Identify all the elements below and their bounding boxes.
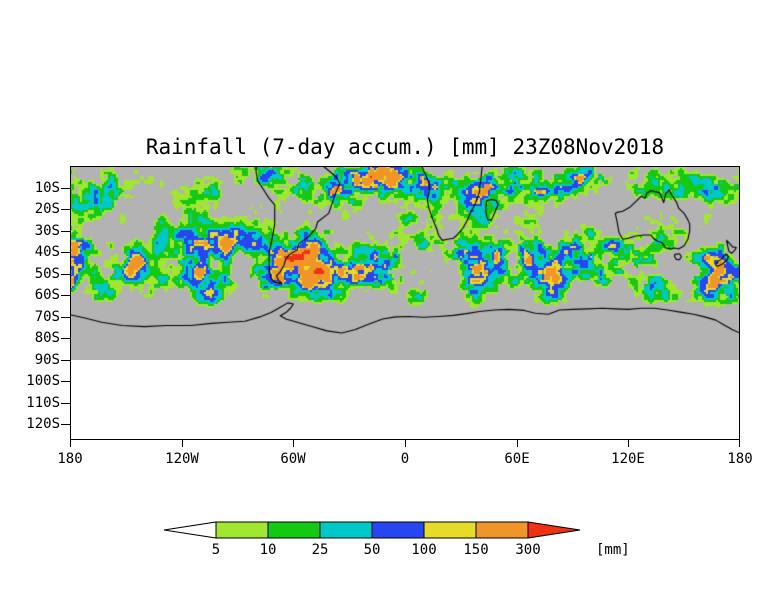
- colorbar-segment: [215, 521, 269, 539]
- colorbar-right-arrow: [527, 521, 581, 539]
- y-tick-label: 20S: [34, 201, 60, 217]
- x-axis-tick: [628, 440, 629, 447]
- colorbar-tick-label: 25: [312, 542, 329, 558]
- y-axis-tick: [61, 381, 70, 382]
- colorbar-segment: [475, 521, 529, 539]
- y-tick-label: 110S: [26, 395, 60, 411]
- colorbar-tick-label: 5: [212, 542, 220, 558]
- colorbar-tick-label: 150: [463, 542, 488, 558]
- x-axis-tick: [70, 440, 71, 447]
- colorbar: 5 10 25 50 100 150 300 [mm]: [163, 521, 630, 558]
- y-axis-tick: [61, 360, 70, 361]
- y-tick-label: 50S: [34, 266, 60, 282]
- x-axis-tick: [405, 440, 406, 447]
- x-tick-label: 60W: [280, 451, 306, 467]
- x-tick-label: 180: [57, 451, 83, 467]
- y-axis-tick: [61, 252, 70, 253]
- colorbar-tick-label: 100: [411, 542, 436, 558]
- y-tick-label: 60S: [34, 287, 60, 303]
- y-tick-label: 40S: [34, 244, 60, 260]
- y-tick-label: 90S: [34, 352, 60, 368]
- y-axis-tick: [61, 317, 70, 318]
- colorbar-segment: [423, 521, 477, 539]
- colorbar-unit-label: [mm]: [596, 542, 630, 558]
- y-axis-tick: [61, 231, 70, 232]
- y-axis-tick: [61, 188, 70, 189]
- x-tick-label: 120W: [165, 451, 199, 467]
- x-axis-tick: [739, 440, 740, 447]
- x-axis-tick: [517, 440, 518, 447]
- y-axis-tick: [61, 274, 70, 275]
- y-tick-label: 30S: [34, 223, 60, 239]
- y-axis-tick: [61, 338, 70, 339]
- colorbar-segment: [371, 521, 425, 539]
- x-axis-tick: [182, 440, 183, 447]
- y-axis-tick: [61, 209, 70, 210]
- x-tick-label: 120E: [611, 451, 645, 467]
- x-axis-tick: [293, 440, 294, 447]
- y-tick-label: 80S: [34, 330, 60, 346]
- y-tick-label: 10S: [34, 180, 60, 196]
- plot-title: Rainfall (7-day accum.) [mm] 23Z08Nov201…: [145, 135, 665, 159]
- colorbar-segment: [319, 521, 373, 539]
- y-axis-tick: [61, 403, 70, 404]
- y-tick-label: 70S: [34, 309, 60, 325]
- colorbar-segment: [267, 521, 321, 539]
- colorbar-tick-label: 10: [260, 542, 277, 558]
- x-tick-label: 180: [727, 451, 753, 467]
- y-tick-label: 100S: [26, 373, 60, 389]
- y-axis-tick: [61, 295, 70, 296]
- axis-frame: [70, 166, 740, 440]
- colorbar-tick-label: 50: [364, 542, 381, 558]
- colorbar-left-arrow: [163, 521, 217, 539]
- y-tick-label: 120S: [26, 416, 60, 432]
- y-axis-tick: [61, 424, 70, 425]
- x-tick-label: 0: [400, 451, 410, 467]
- colorbar-tick-label: 300: [515, 542, 540, 558]
- x-tick-label: 60E: [504, 451, 530, 467]
- rainfall-map-canvas: [70, 166, 740, 360]
